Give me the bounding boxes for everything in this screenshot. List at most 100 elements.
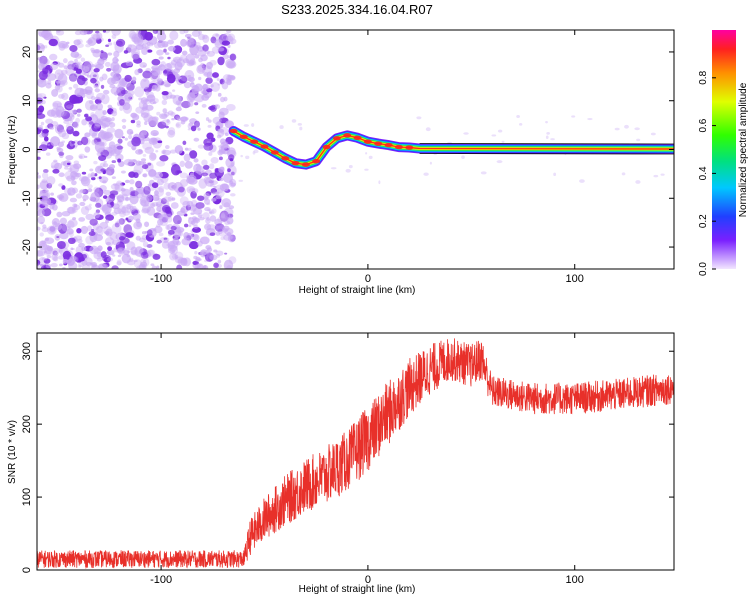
noise-speckle bbox=[64, 171, 73, 180]
carrier-hotspot bbox=[250, 139, 259, 144]
noise-speckle bbox=[150, 263, 155, 267]
noise-speckle bbox=[497, 129, 503, 133]
noise-speckle bbox=[188, 59, 195, 66]
noise-speckle bbox=[159, 113, 168, 120]
noise-speckle bbox=[480, 171, 487, 175]
noise-speckle bbox=[76, 108, 82, 113]
noise-speckle bbox=[226, 30, 232, 34]
noise-speckle bbox=[155, 150, 159, 153]
noise-speckle bbox=[186, 200, 194, 208]
noise-speckle bbox=[67, 192, 72, 196]
noise-speckle bbox=[63, 120, 70, 125]
noise-speckle bbox=[103, 160, 107, 164]
noise-speckle bbox=[100, 168, 107, 172]
noise-speckle bbox=[102, 162, 109, 168]
noise-speckle bbox=[101, 117, 111, 128]
noise-speckle bbox=[71, 256, 79, 263]
noise-speckle bbox=[55, 80, 61, 84]
noise-speckle bbox=[192, 226, 202, 233]
noise-speckle bbox=[55, 105, 65, 117]
snr-xtick-label: 100 bbox=[566, 574, 584, 586]
noise-speckle bbox=[364, 168, 369, 171]
noise-speckle bbox=[61, 210, 71, 217]
noise-speckle bbox=[180, 74, 191, 82]
carrier-hotspot bbox=[229, 128, 238, 134]
noise-speckle bbox=[91, 139, 98, 146]
noise-speckle bbox=[39, 180, 49, 190]
noise-speckle bbox=[154, 120, 159, 125]
noise-speckle bbox=[176, 170, 183, 174]
noise-speckle bbox=[144, 221, 150, 228]
noise-speckle bbox=[624, 124, 629, 129]
noise-speckle bbox=[90, 228, 95, 233]
noise-speckle bbox=[184, 161, 193, 169]
carrier-hotspot bbox=[343, 133, 352, 138]
noise-speckle bbox=[85, 213, 95, 221]
noise-speckle bbox=[144, 121, 148, 126]
noise-speckle bbox=[139, 38, 144, 42]
noise-speckle bbox=[650, 132, 656, 136]
noise-speckle bbox=[202, 164, 210, 170]
noise-speckle bbox=[218, 166, 225, 173]
noise-speckle bbox=[132, 147, 136, 151]
noise-speckle bbox=[174, 251, 184, 261]
noise-speckle bbox=[106, 257, 113, 262]
noise-speckle bbox=[116, 180, 123, 187]
noise-speckle bbox=[78, 217, 86, 222]
noise-speckle bbox=[157, 121, 167, 129]
noise-speckle bbox=[68, 86, 73, 90]
noise-speckle bbox=[81, 246, 87, 252]
snr-ytick-label: 0 bbox=[21, 567, 33, 573]
noise-speckle bbox=[114, 222, 120, 228]
noise-speckle bbox=[224, 132, 229, 137]
noise-speckle bbox=[164, 62, 172, 71]
noise-speckle bbox=[144, 31, 154, 41]
noise-speckle bbox=[54, 123, 64, 135]
noise-speckle bbox=[112, 56, 119, 64]
noise-speckle bbox=[215, 33, 219, 37]
noise-speckle bbox=[56, 146, 61, 151]
noise-speckle bbox=[204, 206, 211, 212]
noise-speckle bbox=[214, 39, 222, 46]
noise-speckle bbox=[112, 254, 116, 257]
noise-speckle bbox=[213, 262, 219, 268]
noise-speckle bbox=[129, 187, 134, 192]
noise-speckle bbox=[64, 100, 74, 111]
noise-speckle bbox=[220, 211, 231, 219]
noise-speckle bbox=[38, 70, 48, 81]
noise-speckle bbox=[209, 232, 216, 236]
noise-speckle bbox=[168, 127, 176, 136]
noise-speckle bbox=[463, 132, 469, 135]
noise-speckle bbox=[67, 226, 72, 229]
noise-speckle bbox=[37, 263, 44, 269]
noise-speckle bbox=[52, 168, 60, 174]
noise-speckle bbox=[181, 100, 191, 109]
noise-speckle bbox=[229, 180, 234, 185]
noise-speckle bbox=[80, 225, 89, 235]
noise-speckle bbox=[202, 83, 208, 91]
colorbar-gradient bbox=[712, 30, 736, 269]
noise-speckle bbox=[128, 134, 133, 140]
noise-speckle bbox=[191, 30, 201, 37]
noise-speckle bbox=[144, 146, 154, 154]
noise-speckle bbox=[113, 207, 122, 215]
noise-speckle bbox=[205, 245, 212, 250]
noise-speckle bbox=[62, 266, 66, 269]
noise-speckle bbox=[96, 32, 103, 40]
noise-speckle bbox=[45, 82, 52, 89]
noise-speckle bbox=[175, 121, 182, 129]
noise-speckle bbox=[108, 141, 116, 149]
carrier-hotspot bbox=[239, 134, 248, 140]
snr-frame bbox=[36, 332, 675, 571]
noise-speckle bbox=[156, 206, 162, 212]
noise-speckle bbox=[152, 194, 160, 202]
snr-ytick-label: 100 bbox=[21, 488, 33, 506]
noise-speckle bbox=[101, 73, 108, 81]
noise-speckle bbox=[119, 210, 126, 218]
noise-speckle bbox=[110, 183, 120, 190]
noise-speckle bbox=[180, 257, 188, 267]
noise-speckle bbox=[52, 61, 58, 65]
noise-speckle bbox=[501, 140, 505, 143]
noise-speckle bbox=[156, 265, 160, 269]
